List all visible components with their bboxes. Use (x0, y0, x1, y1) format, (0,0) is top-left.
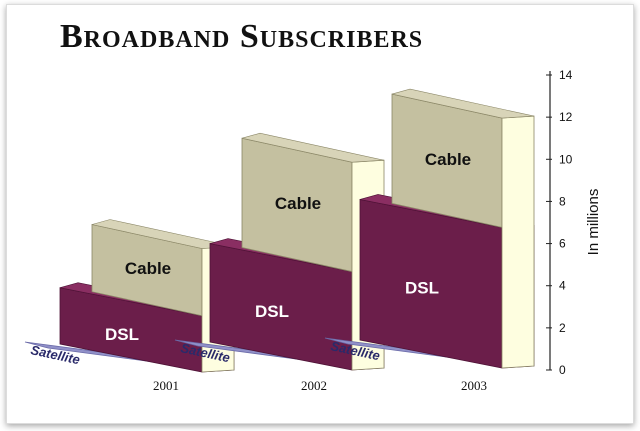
dsl-label: DSL (255, 302, 289, 321)
y-tick-label: 14 (559, 68, 573, 82)
cable-label: Cable (275, 194, 321, 213)
x-category-label: 2003 (461, 378, 487, 393)
bar-cable-top (391, 88, 535, 119)
y-tick-label: 10 (559, 152, 573, 166)
y-tick-label: 6 (559, 237, 566, 251)
y-tick-label: 12 (559, 110, 573, 124)
y-tick-label: 4 (559, 279, 566, 293)
cable-label: Cable (425, 150, 471, 169)
chart-title: Broadband Subscribers (60, 18, 424, 55)
y-tick-label: 2 (559, 321, 566, 335)
dsl-label: DSL (105, 325, 139, 344)
dsl-label: DSL (405, 279, 439, 298)
x-category-label: 2001 (153, 378, 179, 393)
x-category-label: 2002 (301, 378, 327, 393)
y-axis: 0 2 4 6 8 10 12 14 In millions (546, 68, 602, 377)
y-axis-label: In millions (585, 189, 602, 256)
bar-cable-side (501, 115, 535, 369)
y-tick-label: 0 (559, 363, 566, 377)
y-tick-label: 8 (559, 194, 566, 208)
bar-cable-top (241, 132, 385, 163)
category-labels: 2001 2002 2003 (153, 378, 487, 393)
cable-label: Cable (125, 259, 171, 278)
bars-group: SatelliteDSLCableSatelliteDSLCableSatell… (24, 88, 535, 373)
